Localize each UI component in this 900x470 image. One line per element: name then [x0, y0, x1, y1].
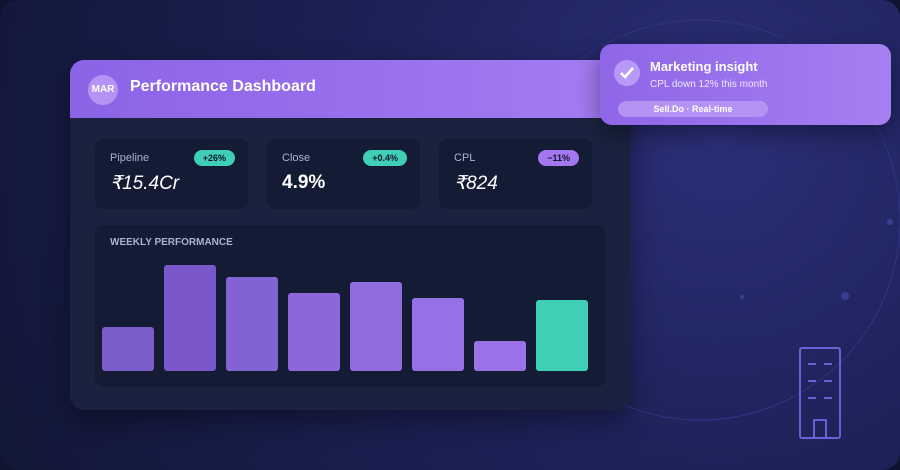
check-mark: [620, 67, 634, 79]
bar: [350, 282, 402, 371]
kpi-card: CPL ₹824 −11%: [439, 139, 592, 209]
bar: [288, 293, 340, 371]
kpi-card: Close 4.9% +0.4%: [267, 139, 420, 209]
kpi-badge: −11%: [538, 150, 579, 166]
bar: [164, 265, 216, 371]
kpi-value: ₹824: [454, 173, 498, 194]
notification-message: CPL down 12% this month: [650, 79, 768, 90]
kpi-label: CPL: [454, 152, 476, 164]
bar: [474, 341, 526, 371]
check-icon: [614, 60, 640, 86]
kpi-value: ₹15.4Cr: [110, 173, 180, 194]
dashboard-title: Performance Dashboard: [130, 78, 316, 95]
kpi-label: Close: [282, 152, 311, 164]
bar-chart: [102, 265, 588, 371]
bar: [102, 327, 154, 371]
chart-title: WEEKLY PERFORMANCE: [110, 237, 233, 248]
notification[interactable]: Marketing insight CPL down 12% this mont…: [600, 44, 891, 125]
notification-title: Marketing insight: [650, 59, 758, 74]
avatar: MAR: [88, 75, 118, 105]
kpi-badge: +0.4%: [363, 150, 407, 166]
bar: [412, 298, 464, 371]
bar: [226, 277, 278, 371]
chart-panel: WEEKLY PERFORMANCE: [95, 225, 605, 387]
kpi-badge: +26%: [193, 150, 235, 166]
dashboard-card: MAR Performance Dashboard WEEKLY PERFORM…: [70, 60, 630, 410]
kpi-label: Pipeline: [110, 152, 150, 164]
kpi-value: 4.9%: [282, 172, 326, 193]
kpi-card: Pipeline ₹15.4Cr +26%: [95, 139, 248, 209]
dashboard-header: MAR Performance Dashboard: [70, 60, 630, 118]
notification-tag: Sell.Do · Real-time: [618, 101, 768, 117]
bar: [536, 300, 588, 371]
